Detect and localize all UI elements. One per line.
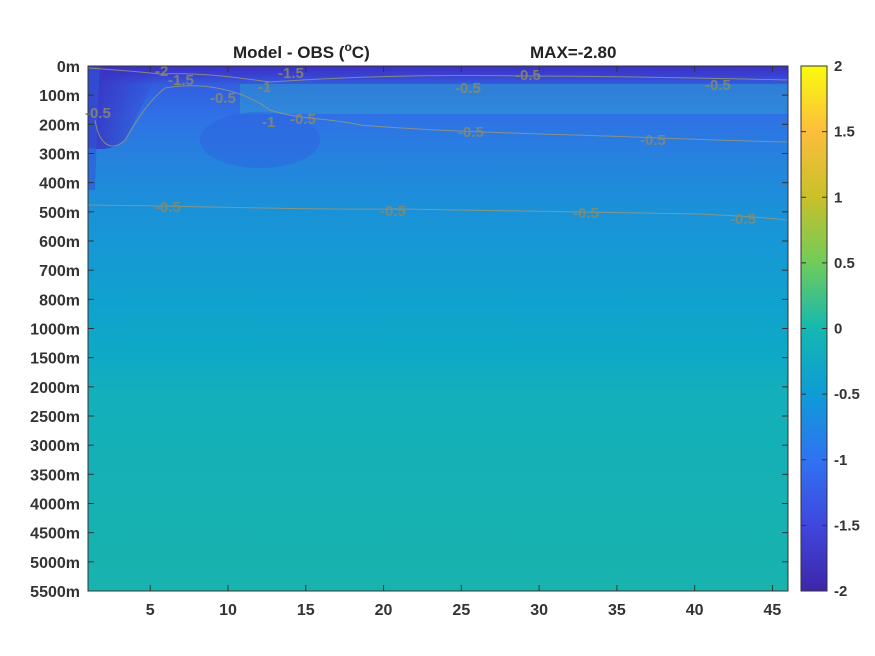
x-tick-label: 10 — [219, 602, 237, 619]
y-tick-label: 800m — [39, 292, 80, 309]
contour-label: -0.5 — [290, 111, 316, 128]
colorbar: 2 1.5 1 0.5 0 -0.5 -1 -1.5 -2 — [800, 58, 860, 600]
contour-label: -2 — [155, 63, 168, 80]
y-axis: 0m 100m 200m 300m 400m 500m 600m 700m 800m 1000m 1… — [30, 59, 788, 601]
cold-corner-region — [88, 66, 160, 150]
x-tick-label: 45 — [764, 602, 782, 619]
contour-label: -0.5 — [455, 80, 481, 97]
surface-cold-band — [88, 66, 788, 84]
chart-title: Model - OBS (oC) — [233, 40, 370, 62]
contour-labels: -2-1.5 -1.5-1-1 -0.5-0.5-0.5 -0.5-0.5-0.5 -0… — [85, 63, 756, 228]
contour-label: -0.5 — [85, 105, 111, 122]
contour-label: -0.5 — [640, 132, 666, 149]
contour-label: -1 — [262, 114, 275, 131]
colorbar-tick-label: 1.5 — [834, 124, 855, 141]
cold-patch — [200, 112, 320, 168]
y-tick-label: 300m — [39, 147, 80, 164]
x-tick-label: 30 — [530, 602, 548, 619]
y-tick-label: 1500m — [30, 351, 80, 368]
left-edge-cold — [88, 66, 100, 190]
colorbar-tick-label: 2 — [834, 58, 842, 75]
y-tick-label: 200m — [39, 117, 80, 134]
heatmap-field — [88, 66, 788, 591]
contour-label: -1 — [258, 79, 271, 96]
colorbar-tick-label: 0.5 — [834, 255, 855, 272]
y-tick-label: 5000m — [30, 555, 80, 572]
chart-max-label: MAX=-2.80 — [530, 43, 616, 62]
contour-line-upper — [94, 85, 789, 147]
y-tick-label: 400m — [39, 176, 80, 193]
x-tick-label: 20 — [375, 602, 393, 619]
contour-label: -1.5 — [168, 72, 194, 89]
y-tick-label: 600m — [39, 234, 80, 251]
colorbar-tick-label: 0 — [834, 321, 842, 338]
contour-label: -0.5 — [380, 203, 406, 220]
y-tick-label: 3500m — [30, 467, 80, 484]
y-tick-label: 5500m — [30, 584, 80, 601]
contour-label: -1.5 — [278, 65, 304, 82]
contour-label: -0.5 — [458, 124, 484, 141]
y-tick-label: 2000m — [30, 380, 80, 397]
y-tick-label: 3000m — [30, 438, 80, 455]
colorbar-tick-label: -0.5 — [834, 386, 860, 403]
contour-line-500m — [87, 204, 789, 221]
contour-label: -0.5 — [705, 77, 731, 94]
y-tick-label: 700m — [39, 263, 80, 280]
x-tick-label: 5 — [146, 602, 155, 619]
y-tick-label: 100m — [39, 88, 80, 105]
heatmap-plot: -2-1.5 -1.5-1-1 -0.5-0.5-0.5 -0.5-0.5-0.5 -0… — [85, 63, 789, 591]
contour-label: -0.5 — [155, 199, 181, 216]
colorbar-tick-label: -1.5 — [834, 517, 860, 534]
contour-lines — [87, 67, 789, 221]
y-tick-label: 4000m — [30, 497, 80, 514]
x-axis: 5 10 15 20 25 30 35 40 45 — [146, 66, 782, 619]
contour-line-surface — [87, 67, 789, 83]
y-tick-label: 500m — [39, 205, 80, 222]
colorbar-tick-label: -2 — [834, 583, 847, 600]
x-tick-label: 15 — [297, 602, 315, 619]
y-tick-label: 1000m — [30, 322, 80, 339]
y-tick-label: 0m — [57, 59, 80, 76]
y-tick-label: 2500m — [30, 409, 80, 426]
x-tick-label: 35 — [608, 602, 626, 619]
contour-label: -0.5 — [573, 205, 599, 222]
contour-label: -0.5 — [515, 67, 541, 84]
x-tick-label: 40 — [686, 602, 704, 619]
x-tick-label: 25 — [452, 602, 470, 619]
contour-label: -0.5 — [210, 90, 236, 107]
upper-warm-band — [240, 84, 788, 114]
colorbar-tick-label: 1 — [834, 189, 842, 206]
colorbar-tick-label: -1 — [834, 452, 847, 469]
contour-label: -0.5 — [730, 211, 756, 228]
y-tick-label: 4500m — [30, 526, 80, 543]
